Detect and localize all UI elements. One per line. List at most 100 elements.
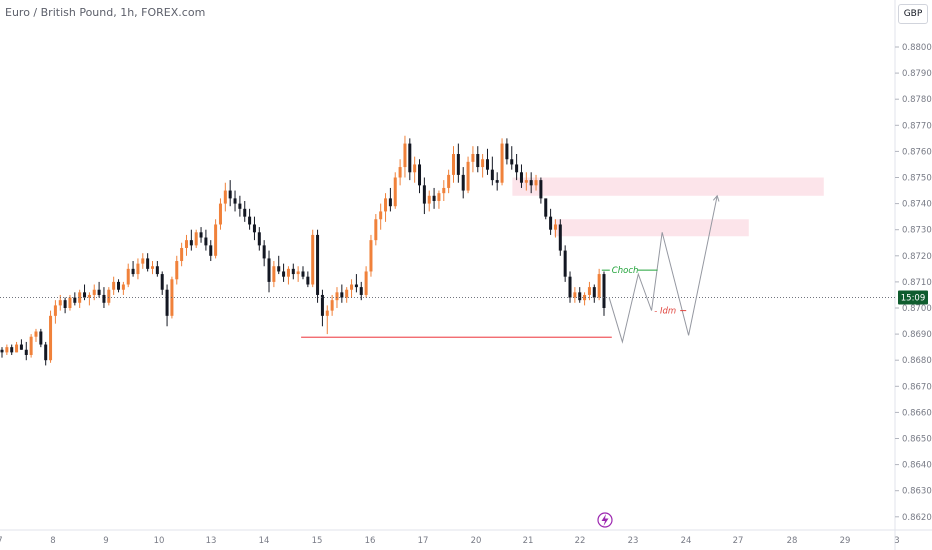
time-axis-label: 8 <box>50 536 55 546</box>
candle-body <box>165 289 169 316</box>
time-axis-label: 20 <box>471 536 482 546</box>
projection-path <box>608 195 718 344</box>
candle-body <box>58 300 62 306</box>
candle-body <box>316 234 320 295</box>
candle-body <box>180 247 184 262</box>
candle-body <box>403 143 407 168</box>
currency-button[interactable]: GBP <box>898 4 928 24</box>
candle-body <box>243 208 247 217</box>
time-axis-label: 16 <box>365 536 376 546</box>
candle-body <box>500 143 504 183</box>
candle-body <box>306 276 310 285</box>
candle-body <box>583 294 587 301</box>
time-axis-label: 22 <box>575 536 586 546</box>
zones <box>301 177 824 338</box>
candle-body <box>24 349 28 355</box>
candle-body <box>374 219 378 241</box>
candle-body <box>267 258 271 282</box>
candle-body <box>29 336 33 355</box>
candle-body <box>330 300 334 311</box>
candle-body <box>398 167 402 178</box>
choch-label: Choch <box>612 266 639 276</box>
candle-body <box>354 284 358 288</box>
candle-body <box>602 274 606 308</box>
candle-body <box>558 224 562 251</box>
candle-body <box>505 143 509 160</box>
candle-body <box>49 315 53 361</box>
candle-body <box>388 198 392 207</box>
supply-zone-upper <box>512 177 824 196</box>
candle-body <box>63 300 67 308</box>
candle-body <box>524 180 528 183</box>
candle-body <box>204 237 208 246</box>
candle-body <box>495 180 499 183</box>
candle-body <box>282 271 286 277</box>
candle-body <box>345 289 349 298</box>
candle-body <box>597 274 601 298</box>
time-axis-label: 14 <box>259 536 270 546</box>
current-price-badge <box>898 290 928 305</box>
candle-body <box>553 224 557 230</box>
candle-body <box>150 266 155 269</box>
time-axis-label: 10 <box>154 536 165 546</box>
candle-body <box>432 195 436 201</box>
candle-body <box>485 159 489 170</box>
candle-body <box>248 216 252 225</box>
candle-body <box>510 159 514 165</box>
time-axis-label: 23 <box>628 536 639 546</box>
candle-body <box>39 331 43 345</box>
candle-body <box>291 268 295 275</box>
idm-label: - Idm <box>654 307 676 317</box>
candle-body <box>456 154 460 175</box>
candle-body <box>228 190 232 199</box>
candle-body <box>175 261 179 280</box>
candle-body <box>68 297 72 308</box>
candle-body <box>451 154 456 175</box>
time-axis-label: 28 <box>787 536 798 546</box>
candle-body <box>534 180 538 186</box>
candle-body <box>136 263 140 275</box>
candle-body <box>83 292 87 298</box>
candle-body <box>277 266 281 272</box>
time-axis-label: 29 <box>840 536 851 546</box>
candle-body <box>476 154 480 168</box>
candle-body <box>301 271 305 277</box>
candle-body <box>427 195 431 204</box>
candle-body <box>238 203 242 209</box>
candle-body <box>73 297 77 303</box>
candle-body <box>194 232 198 246</box>
candle-body <box>102 294 106 303</box>
candle-body <box>252 224 256 233</box>
time-axis-label: 21 <box>523 536 534 546</box>
time-axis-label: 9 <box>103 536 108 546</box>
candle-body <box>146 258 150 269</box>
candle-body <box>34 331 38 337</box>
candle-body <box>539 180 543 199</box>
candle-body <box>209 245 213 256</box>
candle-body <box>413 164 417 173</box>
candle-body <box>5 347 9 353</box>
candle-body <box>160 274 164 290</box>
candle-body <box>447 174 451 188</box>
candle-body <box>214 224 218 256</box>
candle-body <box>184 240 188 248</box>
candle-body <box>418 164 422 186</box>
time-axis-label: 27 <box>733 536 744 546</box>
time-axis-label: 15 <box>312 536 323 546</box>
candle-body <box>121 284 125 290</box>
time-axis-label: 13 <box>206 536 217 546</box>
supply-zone-lower <box>554 219 749 237</box>
candle-body <box>359 287 363 295</box>
candle-body <box>262 245 266 259</box>
candle-body <box>107 289 111 303</box>
